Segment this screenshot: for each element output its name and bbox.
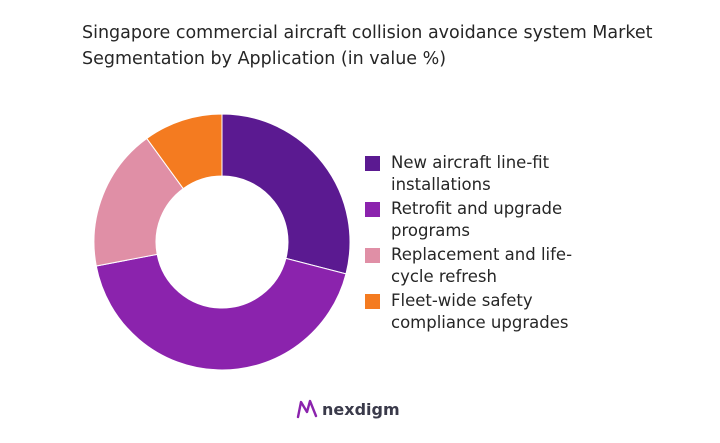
legend-item: Replacement and life-cycle refresh xyxy=(365,244,665,288)
nexdigm-logo-icon xyxy=(296,399,318,419)
donut-slice xyxy=(146,113,223,190)
legend-item: Fleet-wide safety compliance upgrades xyxy=(365,290,665,334)
legend-item: New aircraft line-fit installations xyxy=(365,152,665,196)
legend-swatch xyxy=(365,156,380,171)
legend-item: Retrofit and upgrade programs xyxy=(365,198,665,242)
legend-swatch xyxy=(365,294,380,309)
chart-title: Singapore commercial aircraft collision … xyxy=(82,23,653,69)
donut-slice xyxy=(95,253,347,371)
donut-chart xyxy=(93,113,351,371)
donut-slice xyxy=(221,113,351,275)
legend-label: Replacement and life-cycle refresh xyxy=(391,245,573,286)
legend-label: Fleet-wide safety compliance upgrades xyxy=(391,291,569,332)
legend-swatch xyxy=(365,202,380,217)
legend-swatch xyxy=(365,248,380,263)
brand-name: nexdigm xyxy=(322,399,400,419)
legend-label: New aircraft line-fit installations xyxy=(391,153,550,194)
brand: nexdigm xyxy=(296,398,400,420)
legend-label: Retrofit and upgrade programs xyxy=(391,199,563,240)
legend: New aircraft line-fit installations Retro… xyxy=(365,152,665,336)
